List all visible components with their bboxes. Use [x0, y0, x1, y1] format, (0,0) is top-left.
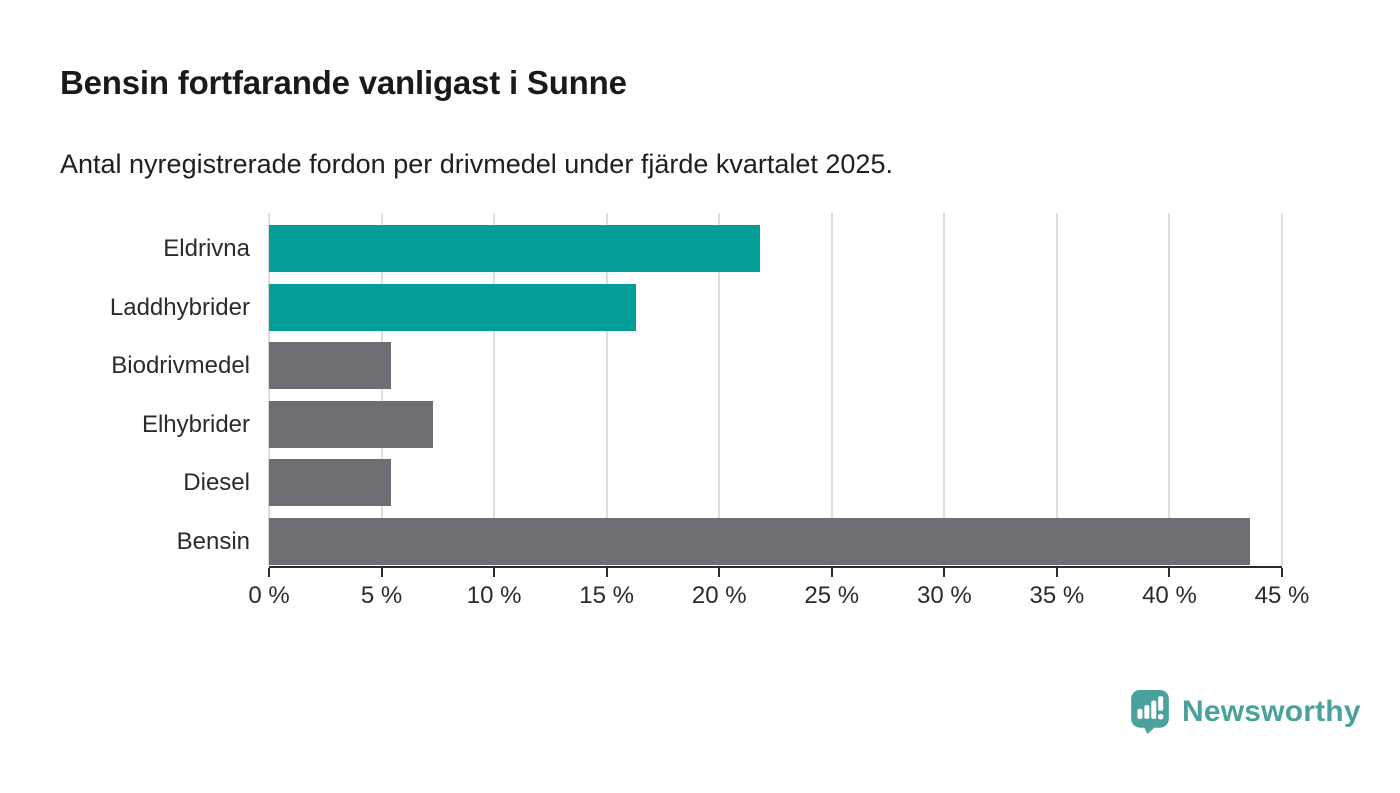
- bar-eldrivna: [269, 225, 760, 272]
- bar-bensin: [269, 518, 1251, 565]
- plot-area: 0 % 5 % 10 % 15 % 20 % 25 % 30 % 35 % 40 % 45 %: [248, 213, 1309, 609]
- x-axis-tick-label: 30 %: [916, 582, 972, 609]
- x-axis-tick: [605, 568, 608, 577]
- gridline: [1168, 213, 1171, 566]
- category-label: Eldrivna: [163, 234, 250, 262]
- bar-chart: Eldrivna Laddhybrider Biodrivmedel Elhybrid…: [0, 213, 1400, 623]
- category-label: Laddhybrider: [109, 293, 250, 321]
- x-axis-tick-label: 0 %: [248, 582, 290, 609]
- chart-title: Bensin fortfarande vanligast i Sunne: [60, 64, 627, 101]
- newsworthy-brand: Newsworthy: [1131, 690, 1361, 734]
- x-axis-tick-label: 10 %: [466, 582, 522, 609]
- x-axis-tick: [268, 568, 270, 577]
- x-axis-tick: [493, 568, 496, 577]
- x-axis-tick-label: 20 %: [691, 582, 747, 609]
- category-axis: Eldrivna Laddhybrider Biodrivmedel Elhybrid…: [0, 213, 250, 568]
- x-axis-tick-label: 5 %: [360, 582, 403, 609]
- x-axis-tick-label: 45 %: [1254, 582, 1310, 609]
- x-axis-tick: [1055, 568, 1058, 577]
- category-label: Biodrivmedel: [111, 351, 250, 379]
- category-label: Diesel: [183, 468, 250, 496]
- x-axis-tick: [830, 568, 833, 577]
- bar-diesel: [269, 459, 391, 506]
- newsworthy-wordmark: Newsworthy: [1182, 695, 1361, 728]
- gridline: [1055, 213, 1058, 566]
- x-axis-tick: [1168, 568, 1171, 577]
- category-label: Bensin: [176, 527, 250, 555]
- gridline: [493, 213, 496, 566]
- x-axis-tick: [1281, 568, 1283, 577]
- bar-laddhybrider: [269, 284, 636, 331]
- gridline: [605, 213, 608, 566]
- category-label: Elhybrider: [141, 410, 250, 438]
- chart-subtitle: Antal nyregistrerade fordon per drivmede…: [60, 149, 893, 179]
- gridline: [1281, 213, 1283, 566]
- gridline: [268, 213, 270, 566]
- x-axis-tick: [380, 568, 383, 577]
- x-axis-tick-label: 25 %: [804, 582, 860, 609]
- gridline: [380, 213, 383, 566]
- x-axis-tick: [943, 568, 946, 577]
- newsworthy-logo-icon: [1131, 690, 1169, 734]
- x-axis-tick-label: 15 %: [579, 582, 635, 609]
- x-axis-tick-label: 40 %: [1142, 582, 1197, 609]
- x-axis-tick-label: 35 %: [1029, 582, 1085, 609]
- gridline: [943, 213, 946, 566]
- gridline: [830, 213, 833, 566]
- x-axis-tick: [718, 568, 721, 577]
- bar-elhybrider: [269, 401, 434, 448]
- gridline: [718, 213, 721, 566]
- bar-biodrivmedel: [269, 342, 391, 389]
